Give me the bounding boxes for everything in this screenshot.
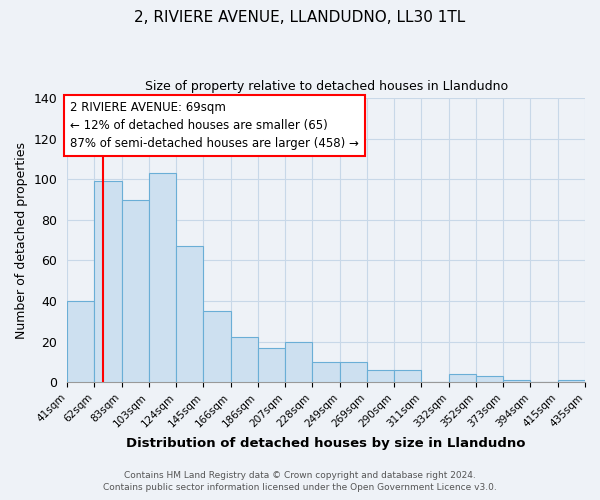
Bar bbox=[176, 246, 203, 382]
Y-axis label: Number of detached properties: Number of detached properties bbox=[15, 142, 28, 338]
Title: Size of property relative to detached houses in Llandudno: Size of property relative to detached ho… bbox=[145, 80, 508, 93]
Bar bbox=[449, 374, 476, 382]
Bar bbox=[67, 301, 94, 382]
Bar bbox=[122, 200, 149, 382]
Bar bbox=[394, 370, 421, 382]
Bar bbox=[149, 174, 176, 382]
Bar bbox=[94, 182, 122, 382]
Bar bbox=[313, 362, 340, 382]
Text: Contains HM Land Registry data © Crown copyright and database right 2024.
Contai: Contains HM Land Registry data © Crown c… bbox=[103, 471, 497, 492]
Bar bbox=[367, 370, 394, 382]
Text: 2, RIVIERE AVENUE, LLANDUDNO, LL30 1TL: 2, RIVIERE AVENUE, LLANDUDNO, LL30 1TL bbox=[134, 10, 466, 25]
Bar bbox=[258, 348, 285, 382]
Bar bbox=[285, 342, 313, 382]
Bar bbox=[230, 338, 258, 382]
Bar bbox=[340, 362, 367, 382]
Bar bbox=[203, 311, 230, 382]
Text: 2 RIVIERE AVENUE: 69sqm
← 12% of detached houses are smaller (65)
87% of semi-de: 2 RIVIERE AVENUE: 69sqm ← 12% of detache… bbox=[70, 101, 359, 150]
X-axis label: Distribution of detached houses by size in Llandudno: Distribution of detached houses by size … bbox=[127, 437, 526, 450]
Bar bbox=[558, 380, 585, 382]
Bar bbox=[476, 376, 503, 382]
Bar bbox=[503, 380, 530, 382]
